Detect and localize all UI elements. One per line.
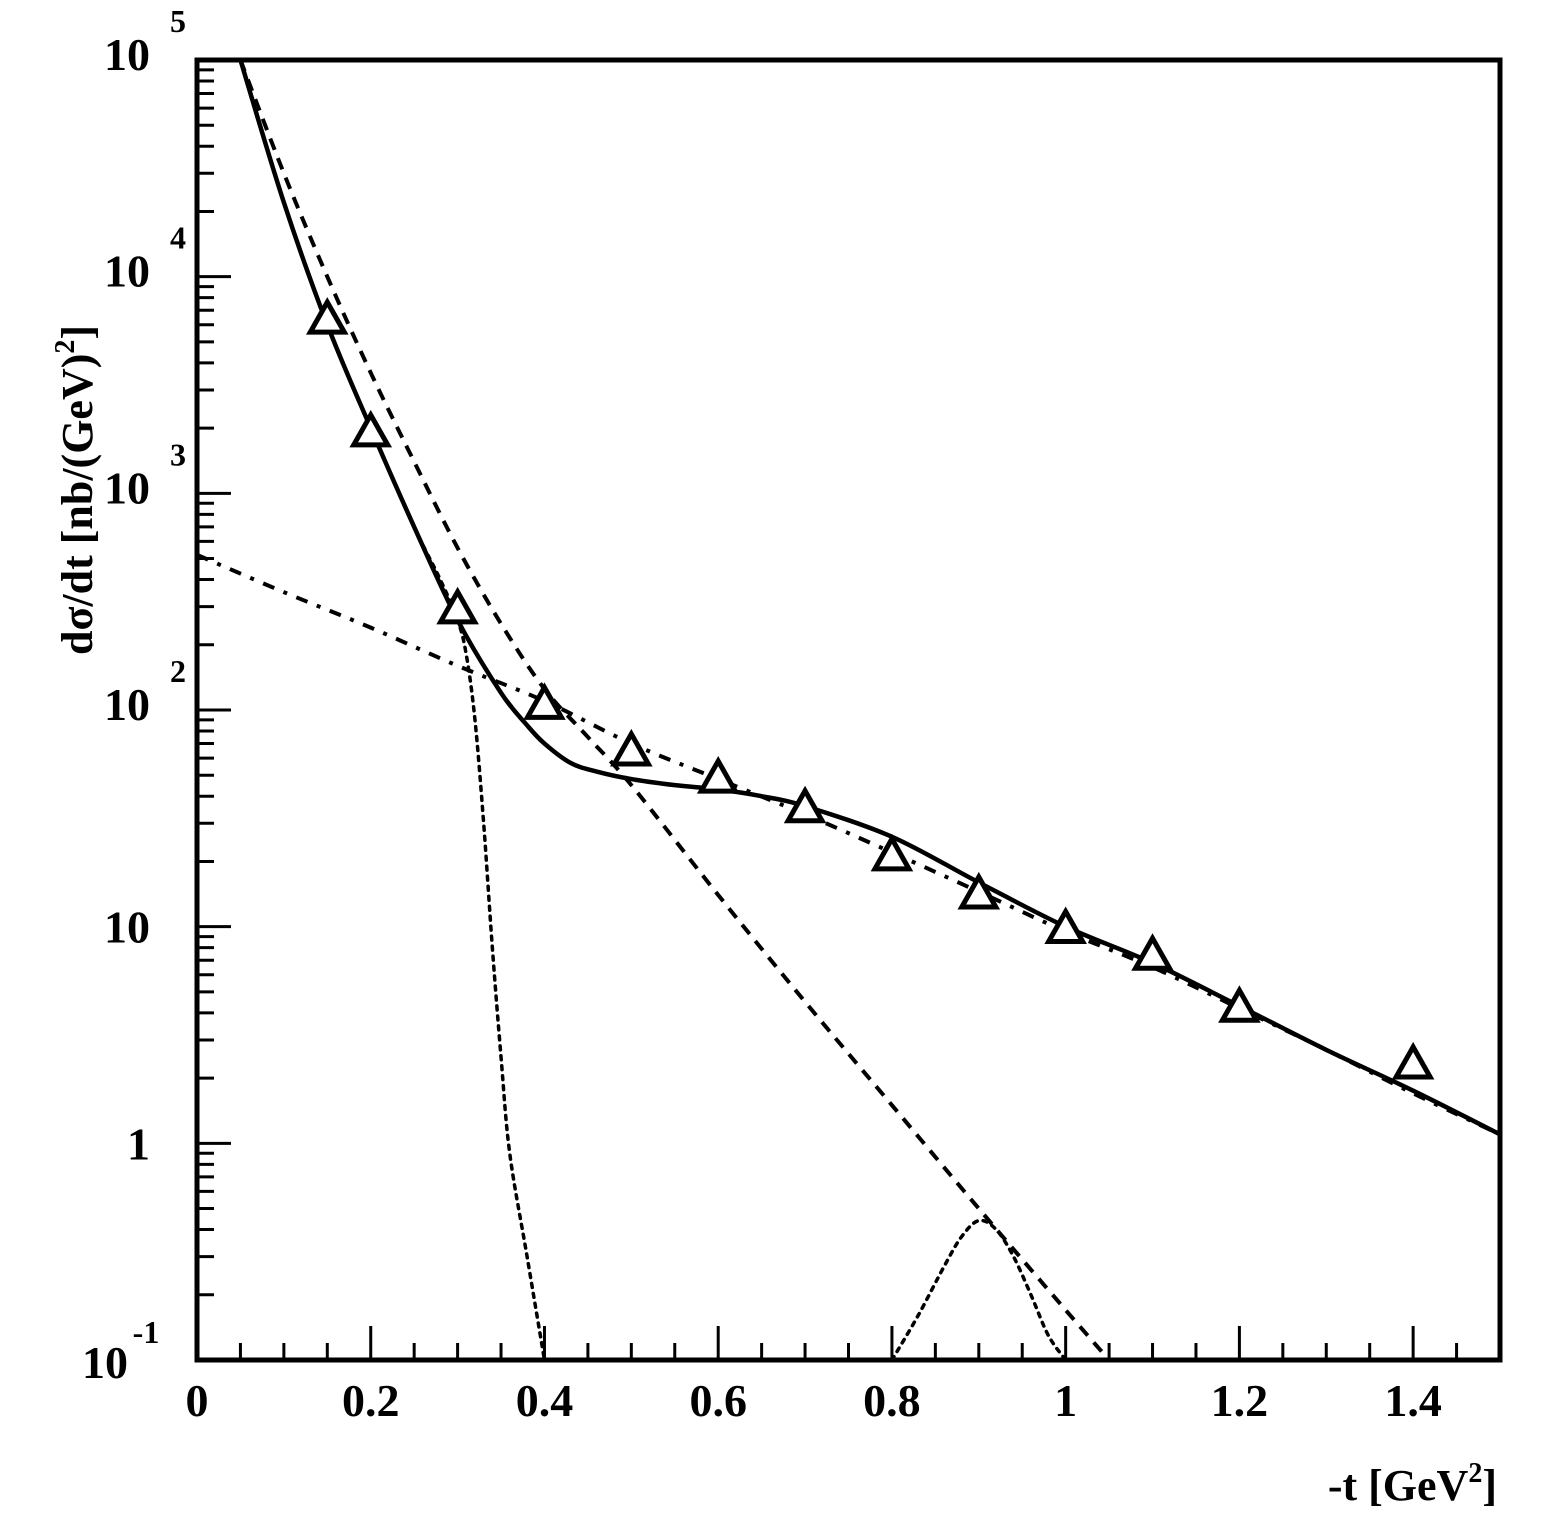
- y-axis-title: dσ/dt [nb/(GeV)2]: [50, 325, 102, 655]
- y-tick-label: 10: [104, 902, 150, 953]
- data-point-triangle: [1044, 906, 1087, 945]
- curve-dotted-steep: [238, 60, 547, 1360]
- x-tick-label: 1.2: [1211, 1375, 1269, 1426]
- y-tick-exponent: 4: [170, 220, 186, 256]
- data-point-triangle: [436, 586, 479, 625]
- curve-total: [238, 60, 1500, 1137]
- x-tick-label: 0.6: [689, 1375, 747, 1426]
- x-tick-label: 0.2: [342, 1375, 400, 1426]
- x-tick-label: 0: [186, 1375, 209, 1426]
- y-tick-label: 10: [104, 29, 150, 80]
- data-points: [306, 297, 1435, 1080]
- y-tick-exponent: -1: [133, 1314, 160, 1350]
- x-tick-label: 1.4: [1384, 1375, 1442, 1426]
- data-point-triangle: [957, 871, 1001, 910]
- curve-dashed: [238, 60, 1111, 1360]
- x-axis-ticks: [195, 1326, 1502, 1360]
- y-tick-label: 10: [104, 679, 150, 730]
- x-axis-tick-labels: 0 0.2 0.4 0.6 0.8 1 1.2 1.4: [186, 1375, 1442, 1426]
- y-tick-label: 10: [104, 246, 150, 297]
- y-tick-exponent: 5: [170, 3, 186, 39]
- data-point-triangle: [1131, 933, 1174, 971]
- data-point-triangle: [1391, 1041, 1435, 1080]
- y-tick-label: 10: [104, 462, 150, 513]
- data-point-triangle: [610, 728, 653, 767]
- x-tick-label: 0.4: [516, 1375, 574, 1426]
- y-tick-label: 10: [82, 1337, 128, 1388]
- x-axis-title: -t [GeV2]: [1328, 1458, 1497, 1510]
- y-tick-exponent: 3: [170, 436, 186, 472]
- data-point-triangle: [870, 833, 914, 872]
- x-tick-label: 1: [1054, 1375, 1077, 1426]
- curve-dotted-bump: [890, 1218, 1068, 1360]
- y-tick-label: 1: [127, 1118, 150, 1169]
- plot-border: [194, 57, 1503, 1363]
- curve-dash-dot: [197, 553, 1500, 1137]
- data-point-triangle: [1218, 985, 1261, 1023]
- data-point-triangle: [523, 682, 566, 720]
- model-curves: [197, 60, 1500, 1360]
- y-axis-ticks: [197, 58, 231, 1362]
- x-tick-label: 0.8: [863, 1375, 921, 1426]
- data-point-triangle: [696, 755, 740, 794]
- plot-frame: [194, 57, 1503, 1363]
- data-point-triangle: [306, 297, 349, 335]
- data-point-triangle: [349, 409, 393, 448]
- y-tick-exponent: 2: [170, 653, 186, 689]
- data-point-triangle: [783, 785, 827, 824]
